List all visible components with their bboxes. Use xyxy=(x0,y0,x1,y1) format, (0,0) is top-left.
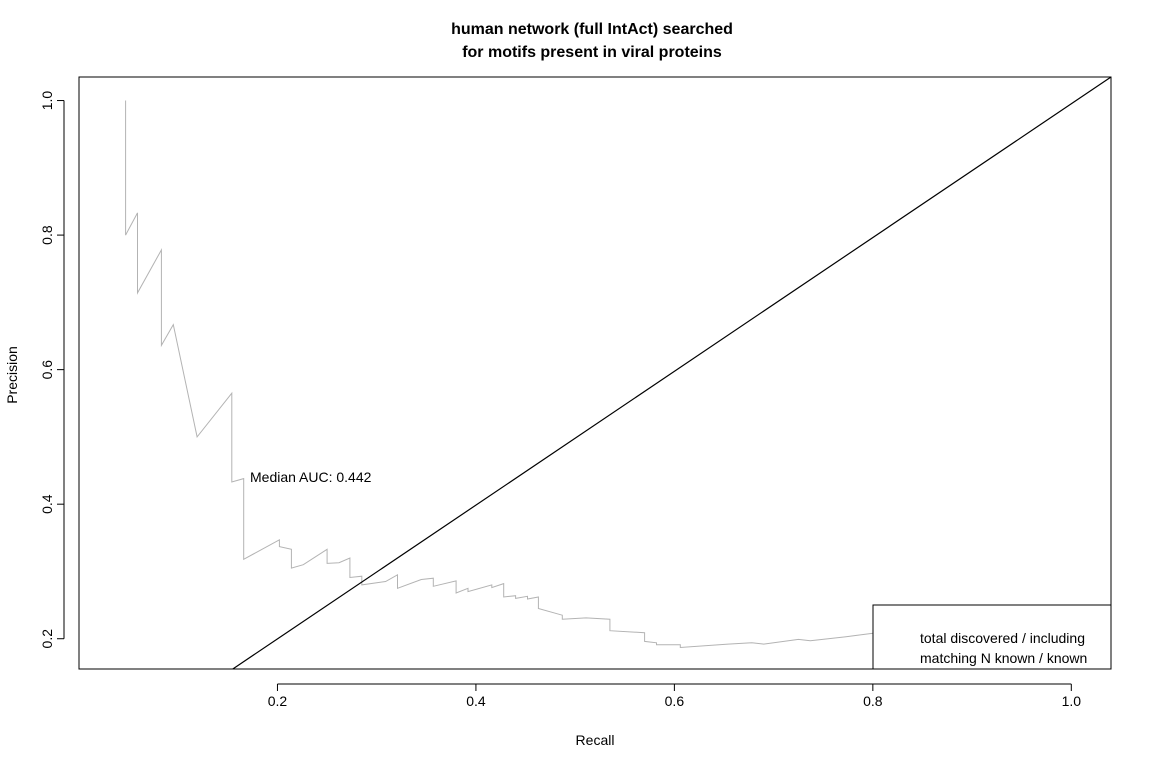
pr-curve-line xyxy=(125,100,918,649)
median-auc-annotation: Median AUC: 0.442 xyxy=(250,469,372,485)
y-axis: 0.2 0.4 0.6 0.8 1.0 xyxy=(39,91,65,649)
y-tick-label: 0.6 xyxy=(39,360,55,380)
plot-frame xyxy=(78,76,1112,670)
y-tick-label: 0.2 xyxy=(39,629,55,649)
x-tick-label: 0.2 xyxy=(268,693,288,709)
x-tick-label: 1.0 xyxy=(1062,693,1082,709)
y-axis-label: Precision xyxy=(4,346,20,404)
legend-line-2: matching N known / known xyxy=(920,650,1087,666)
x-tick-label: 0.8 xyxy=(863,693,883,709)
chart-title-line-1: human network (full IntAct) searched xyxy=(451,21,733,38)
chart-title-line-2: for motifs present in viral proteins xyxy=(462,44,722,61)
y-tick-label: 1.0 xyxy=(39,91,55,111)
x-tick-label: 0.6 xyxy=(665,693,685,709)
series-layer xyxy=(125,76,1112,670)
legend-box xyxy=(872,604,1112,670)
x-axis-label: Recall xyxy=(576,732,615,748)
y-tick-label: 0.8 xyxy=(39,225,55,245)
x-axis: 0.2 0.4 0.6 0.8 1.0 xyxy=(268,683,1082,709)
legend-line-1: total discovered / including xyxy=(920,630,1085,646)
y-tick-label: 0.4 xyxy=(39,494,55,514)
legend: total discovered / including matching N … xyxy=(872,604,1112,670)
reference-diagonal-line xyxy=(232,76,1112,670)
x-tick-label: 0.4 xyxy=(466,693,486,709)
